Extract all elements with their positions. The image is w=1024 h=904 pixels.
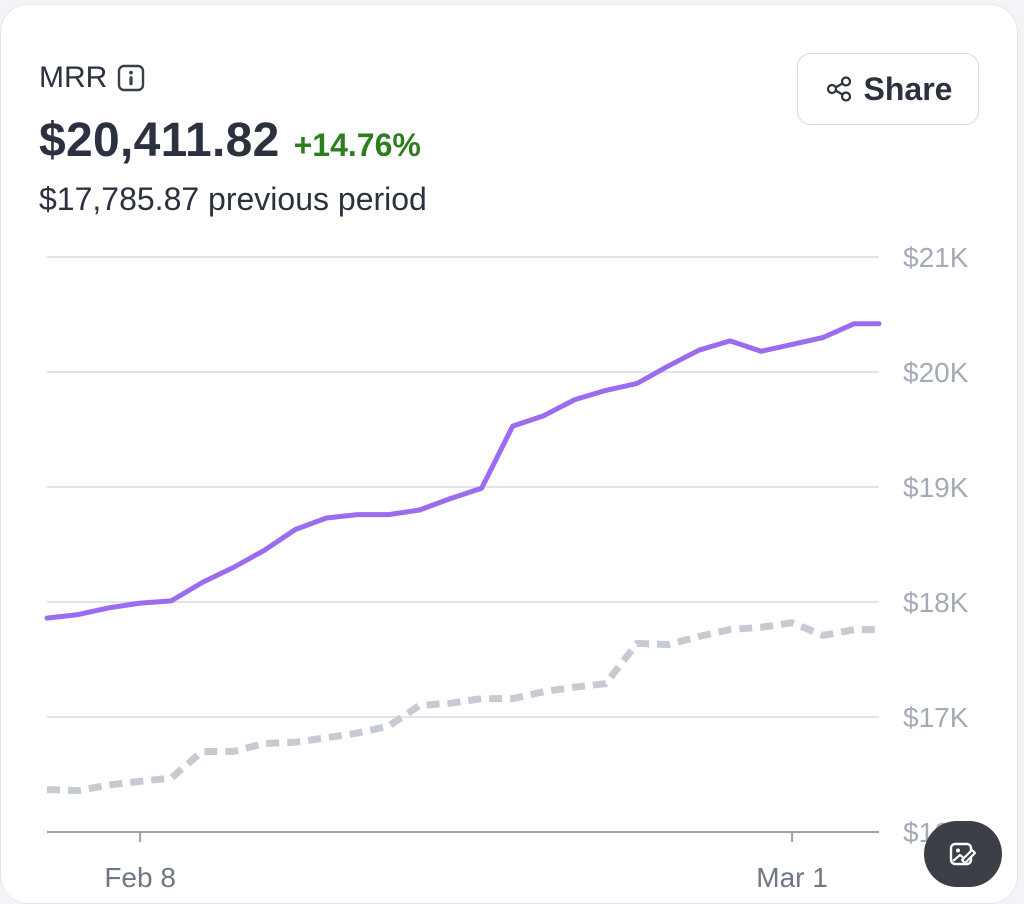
metric-name: MRR	[39, 61, 108, 94]
y-tick-label: $20K	[903, 357, 969, 388]
share-label: Share	[863, 70, 953, 107]
share-icon	[824, 74, 854, 104]
previous-period-value: $17,785.87 previous period	[39, 181, 427, 217]
metric-value: $20,411.82	[39, 114, 280, 167]
y-tick-label: $19K	[903, 472, 969, 503]
x-tick-label: Feb 8	[104, 862, 176, 893]
image-edit-icon	[949, 842, 977, 866]
info-icon[interactable]	[117, 64, 145, 92]
series-line-previous-period	[46, 619, 879, 795]
metric-header: MRR	[39, 61, 145, 95]
y-tick-label: $18K	[903, 587, 969, 618]
series-line-current-period	[44, 321, 882, 621]
image-edit-fab[interactable]	[924, 821, 1002, 887]
x-tick-label: Mar 1	[756, 862, 828, 893]
metric-value-row: $20,411.82 +14.76%	[39, 113, 421, 168]
mrr-card: MRR $20,411.82 +14.76% $17,785.87 previo…	[0, 4, 1018, 904]
y-tick-label: $21K	[903, 242, 969, 273]
y-tick-label: $17K	[903, 702, 969, 733]
percent-change: +14.76%	[293, 127, 421, 163]
share-button[interactable]: Share	[797, 53, 979, 125]
